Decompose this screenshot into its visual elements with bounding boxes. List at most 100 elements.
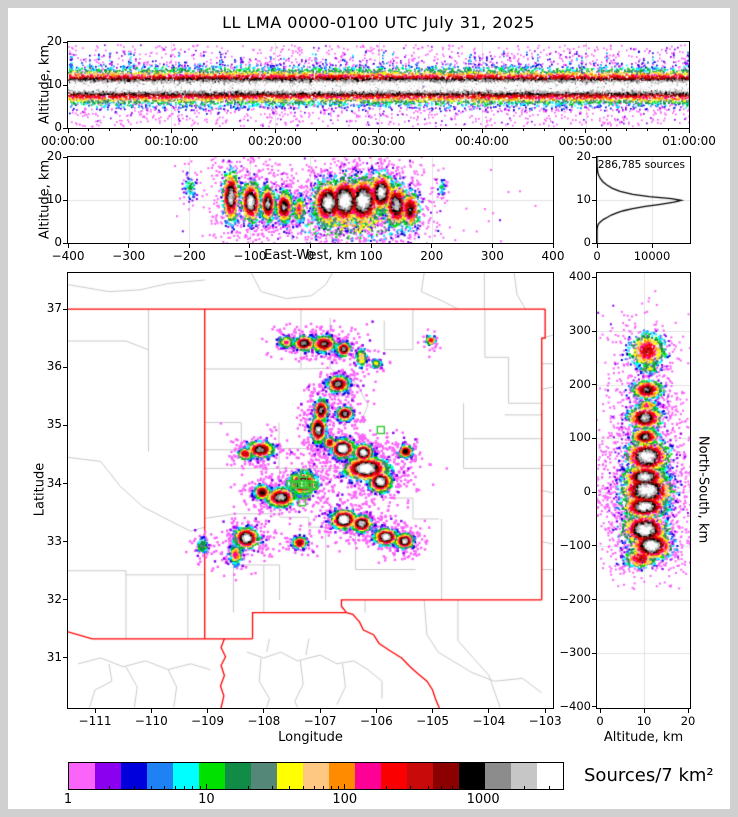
x-tick-label: 00:00:00 [41, 134, 95, 148]
y-tick-label: 35 [46, 417, 62, 432]
ew-panel-xlabel: East-West, km [264, 248, 357, 263]
x-tick-label: 00:10:00 [144, 134, 199, 148]
x-tick-label: 20 [680, 714, 696, 728]
y-tick-label: −400 [559, 698, 591, 713]
x-tick-label: 0 [306, 249, 315, 263]
y-tick-label: 10 [46, 192, 62, 206]
y-tick-mark [592, 437, 597, 439]
colorbar-segment-14 [433, 763, 459, 789]
y-tick-mark [63, 156, 68, 158]
x-tick-label: −108 [247, 714, 281, 728]
x-tick-mark [596, 244, 598, 248]
y-tick-mark [592, 706, 597, 708]
x-minor-tick-mark [88, 129, 90, 131]
colorbar-tick-mark [205, 784, 207, 789]
colorbar-tick-mark [344, 784, 346, 789]
map-xlabel: Longitude [278, 730, 343, 745]
y-tick-label: 33 [46, 533, 62, 548]
colorbar-minor-tick-mark [322, 786, 324, 789]
colorbar-minor-tick-mark [385, 786, 387, 789]
x-tick-label: −109 [191, 714, 225, 728]
northsouth-height-plot-canvas [597, 273, 690, 708]
x-tick-label: 00:30:00 [351, 134, 406, 148]
y-tick-label: 300 [569, 323, 591, 337]
altitude-histogram-panel [596, 156, 691, 244]
x-minor-tick-mark [295, 129, 297, 131]
eastwest-height-panel [67, 156, 554, 244]
x-tick-mark [375, 709, 377, 713]
x-minor-tick-mark [522, 129, 524, 131]
colorbar-tick-label: 1000 [466, 792, 500, 807]
x-minor-tick-mark [502, 129, 504, 131]
y-tick-mark [63, 541, 68, 543]
x-tick-label: −105 [416, 714, 450, 728]
x-tick-mark [552, 244, 554, 248]
x-tick-label: 0 [596, 714, 604, 728]
y-tick-mark [63, 127, 68, 129]
x-tick-label: 300 [480, 249, 504, 263]
colorbar-minor-tick-mark [271, 786, 273, 789]
colorbar-minor-tick-mark [150, 786, 152, 789]
y-tick-mark [63, 599, 68, 601]
colorbar-minor-tick-mark [440, 786, 442, 789]
x-minor-tick-mark [667, 129, 669, 131]
y-tick-mark [592, 199, 597, 201]
y-tick-mark [592, 599, 597, 601]
colorbar-segment-13 [407, 763, 433, 789]
y-tick-label: 10 [576, 192, 591, 206]
colorbar-segment-12 [381, 763, 407, 789]
ns-panel-ylabel: North-South, km [695, 435, 711, 544]
colorbar-minor-tick-mark [337, 786, 339, 789]
x-tick-mark [481, 129, 483, 133]
x-tick-mark [431, 244, 433, 248]
colorbar-minor-tick-mark [302, 786, 304, 789]
y-tick-label: 20 [46, 34, 62, 48]
y-tick-mark [63, 308, 68, 310]
y-tick-mark [63, 199, 68, 201]
y-tick-label: 31 [46, 649, 62, 664]
x-minor-tick-mark [626, 129, 628, 131]
y-tick-label: 20 [576, 149, 591, 163]
x-tick-mark [249, 244, 251, 248]
y-tick-mark [592, 242, 597, 244]
colorbar-segment-18 [537, 763, 563, 789]
colorbar-minor-tick-mark [476, 786, 478, 789]
colorbar-segment-7 [251, 763, 277, 789]
y-tick-mark [63, 242, 68, 244]
colorbar-minor-tick-mark [451, 786, 453, 789]
x-tick-mark [67, 129, 69, 133]
colorbar-minor-tick-mark [133, 786, 135, 789]
x-tick-mark [488, 709, 490, 713]
colorbar-tick-label: 100 [332, 792, 358, 807]
x-minor-tick-mark [129, 129, 131, 131]
x-tick-mark [274, 129, 276, 133]
y-tick-mark [592, 156, 597, 158]
eastwest-height-plot-canvas [68, 157, 553, 243]
x-tick-label: 01:00:00 [662, 134, 716, 148]
colorbar-segment-8 [277, 763, 303, 789]
y-tick-label: 200 [569, 376, 591, 391]
x-tick-mark [319, 709, 321, 713]
y-tick-mark [592, 276, 597, 278]
y-tick-label: 400 [569, 269, 591, 284]
x-tick-mark [687, 709, 689, 713]
x-tick-mark [94, 709, 96, 713]
colorbar-minor-tick-mark [461, 786, 463, 789]
y-tick-label: −100 [559, 537, 591, 552]
x-tick-mark [688, 129, 690, 133]
colorbar-tick-label: 1 [63, 792, 73, 807]
x-tick-label: 400 [541, 249, 565, 263]
x-minor-tick-mark [605, 129, 607, 131]
colorbar-segment-16 [485, 763, 511, 789]
colorbar-segment-5 [199, 763, 225, 789]
colorbar-minor-tick-mark [469, 786, 471, 789]
colorbar-minor-tick-mark [247, 786, 249, 789]
y-tick-label: 34 [46, 475, 62, 490]
x-tick-mark [310, 244, 311, 248]
x-minor-tick-mark [440, 129, 442, 131]
y-tick-mark [63, 483, 68, 485]
y-tick-mark [592, 491, 597, 493]
y-tick-label: 0 [583, 484, 591, 499]
colorbar-minor-tick-mark [289, 786, 291, 789]
colorbar-minor-tick-mark [524, 786, 526, 789]
